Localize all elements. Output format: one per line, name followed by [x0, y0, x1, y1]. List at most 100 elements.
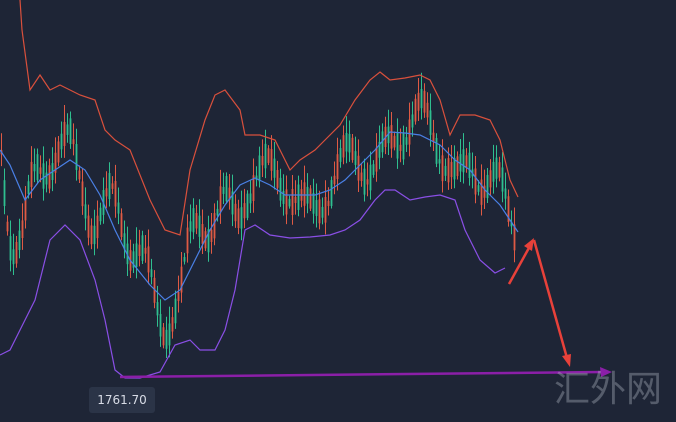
candle-body [408, 119, 411, 145]
candle-body [336, 154, 339, 180]
candle-body [423, 90, 426, 113]
down-arrow [532, 239, 569, 359]
candle-body [393, 135, 396, 148]
watermark: 汇外网 [554, 369, 662, 410]
candle-body [108, 173, 111, 200]
candle-body [429, 110, 432, 135]
candle-body [234, 203, 237, 222]
candle-body [513, 224, 516, 251]
candle-body [498, 162, 501, 178]
candle-body [273, 158, 276, 178]
candle-body [195, 213, 198, 229]
candle-body [165, 329, 168, 349]
candle-body [96, 215, 99, 239]
candle-body [66, 124, 69, 135]
candle-body [261, 155, 264, 166]
candle-body [42, 163, 45, 189]
candle-body [225, 176, 228, 202]
candle-body [258, 155, 261, 182]
candle-body [507, 196, 510, 222]
candle-body [321, 206, 324, 218]
support-line [119, 370, 605, 379]
candle-body [114, 180, 117, 207]
candle-body [216, 208, 219, 216]
candle-body [156, 302, 159, 316]
candle-body [228, 187, 231, 201]
candle-body [171, 317, 174, 332]
candle-body [117, 202, 120, 214]
candle-body [231, 191, 234, 215]
candle-body [369, 164, 372, 191]
candle-body [255, 175, 258, 180]
candle-body [486, 174, 489, 199]
candle-body [297, 184, 300, 210]
candle-body [294, 196, 297, 204]
candle-body [465, 155, 468, 168]
candle-body [501, 167, 504, 192]
candle-body [18, 230, 21, 250]
candle-body [21, 220, 24, 239]
candle-body [411, 114, 414, 128]
down-arrowhead [562, 354, 571, 367]
candle-body [312, 192, 315, 214]
candle-body [39, 167, 42, 174]
candle-body [483, 185, 486, 198]
candle-body [186, 227, 189, 254]
candle-body [285, 189, 288, 215]
candle-body [447, 158, 450, 183]
candle-body [378, 141, 381, 158]
candle-body [138, 244, 141, 257]
candle-body [36, 154, 39, 181]
candle-body [147, 246, 150, 273]
candle-body [141, 235, 144, 261]
up-arrow [507, 245, 532, 285]
candle-body [303, 182, 306, 206]
candle-body [324, 197, 327, 223]
candle-body [432, 132, 435, 143]
candle-body [414, 98, 417, 122]
candle-body [450, 161, 453, 178]
candle-body [468, 152, 471, 178]
candle-body [210, 229, 213, 242]
price-label-box [89, 387, 155, 413]
candle-body [441, 155, 444, 182]
candle-body [360, 172, 363, 181]
candle-body [453, 158, 456, 180]
candle-body [264, 143, 267, 169]
candle-body [276, 170, 279, 188]
upper-band [19, 0, 519, 236]
candle-body [510, 221, 513, 227]
candle-body [75, 144, 78, 170]
candle-body [477, 185, 480, 192]
candle-body [249, 193, 252, 204]
candle-body [366, 179, 369, 185]
candle-body [180, 266, 183, 293]
candle-body [69, 118, 72, 145]
up-arrowhead [524, 238, 534, 251]
candle-body [279, 177, 282, 201]
candle-body [78, 170, 81, 180]
candle-body [183, 257, 186, 262]
candle-body [159, 313, 162, 337]
candle-body [474, 168, 477, 195]
lower-band [0, 189, 506, 379]
candle-body [318, 199, 321, 224]
candle-body [402, 133, 405, 160]
candle-body [219, 186, 222, 213]
candle-body [6, 221, 9, 232]
candle-body [435, 137, 438, 164]
candle-body [60, 133, 63, 150]
candle-body [282, 190, 285, 204]
candle-body [459, 154, 462, 172]
candle-body [420, 89, 423, 109]
support-arrowhead [600, 367, 612, 377]
candle-body [345, 132, 348, 152]
candle-body [288, 198, 291, 207]
candle-body [387, 126, 390, 144]
candle-body [162, 327, 165, 346]
candle-body [372, 164, 375, 175]
candle-body [291, 189, 294, 215]
candle-body [168, 323, 171, 346]
